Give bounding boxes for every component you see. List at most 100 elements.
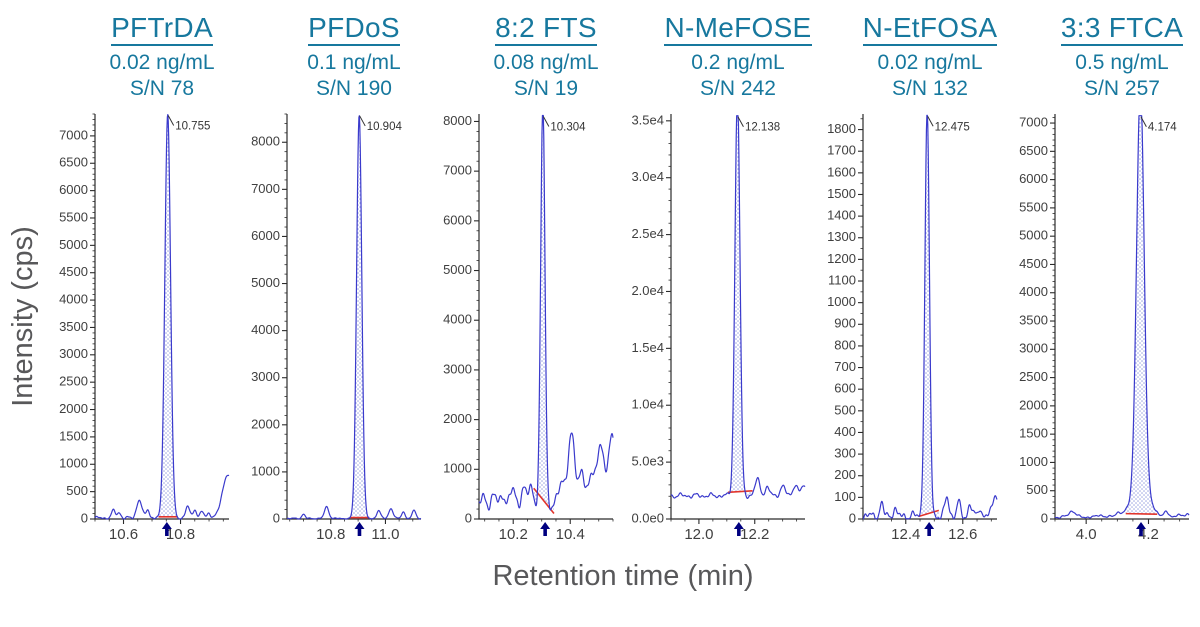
svg-text:8000: 8000 bbox=[443, 113, 472, 128]
svg-text:0: 0 bbox=[1041, 510, 1048, 525]
svg-text:3000: 3000 bbox=[251, 369, 280, 384]
svg-text:4500: 4500 bbox=[59, 264, 88, 279]
svg-text:5.0e3: 5.0e3 bbox=[631, 454, 664, 469]
svg-text:3000: 3000 bbox=[1019, 341, 1048, 356]
svg-text:4.2: 4.2 bbox=[1138, 526, 1159, 543]
svg-text:1700: 1700 bbox=[827, 143, 856, 158]
svg-text:5000: 5000 bbox=[59, 237, 88, 252]
panel-header: 3:3 FTCA 0.5 ng/mL S/N 257 bbox=[1006, 6, 1198, 104]
peak-retention-label: 10.755 bbox=[175, 121, 210, 133]
peak-retention-label: 10.304 bbox=[550, 121, 586, 133]
analyte-concentration: 0.1 ng/mL bbox=[307, 51, 401, 74]
chromatogram-chart: 0 100 200 300 400 500 600 700 800 900 1000 1100 1200… bbox=[827, 114, 998, 543]
svg-text:300: 300 bbox=[834, 446, 856, 461]
svg-text:7000: 7000 bbox=[251, 181, 280, 196]
svg-text:1.5e4: 1.5e4 bbox=[631, 340, 664, 355]
svg-text:3500: 3500 bbox=[1019, 312, 1048, 327]
figure-main: PFTrDA 0.02 ng/mL S/N 78 0 500 1000 1500 200… bbox=[46, 6, 1200, 627]
chromatogram-chart: 0 1000 2000 3000 4000 5000 6000 7000 8000 10.8 11.… bbox=[251, 113, 422, 543]
svg-text:7000: 7000 bbox=[1019, 114, 1048, 129]
svg-text:10.6: 10.6 bbox=[109, 526, 138, 543]
svg-text:500: 500 bbox=[66, 483, 88, 498]
svg-text:4000: 4000 bbox=[1019, 284, 1048, 299]
svg-text:2500: 2500 bbox=[59, 374, 88, 389]
chromatogram-chart: 0.0e0 5.0e3 1.0e4 1.5e4 2.0e4 2.5e4 3.0e4 3.5e4… bbox=[631, 112, 806, 543]
panels-row: PFTrDA 0.02 ng/mL S/N 78 0 500 1000 1500 200… bbox=[46, 6, 1200, 556]
svg-text:4000: 4000 bbox=[443, 312, 472, 327]
svg-text:600: 600 bbox=[834, 381, 856, 396]
peak-retention-label: 12.475 bbox=[935, 121, 970, 133]
svg-text:2.0e4: 2.0e4 bbox=[631, 283, 664, 298]
svg-text:6500: 6500 bbox=[59, 155, 88, 170]
svg-text:2500: 2500 bbox=[1019, 369, 1048, 384]
svg-text:1000: 1000 bbox=[443, 461, 472, 476]
svg-text:7000: 7000 bbox=[443, 163, 472, 178]
svg-text:2000: 2000 bbox=[251, 416, 280, 431]
svg-text:3000: 3000 bbox=[443, 361, 472, 376]
chromatogram-chart: 0 1000 2000 3000 4000 5000 6000 7000 8000 10.2 10.… bbox=[443, 113, 614, 543]
panel-header: 8:2 FTS 0.08 ng/mL S/N 19 bbox=[430, 6, 622, 104]
svg-text:700: 700 bbox=[834, 359, 856, 374]
svg-text:12.4: 12.4 bbox=[891, 526, 920, 543]
svg-text:2000: 2000 bbox=[1019, 397, 1048, 412]
svg-text:1800: 1800 bbox=[827, 121, 856, 136]
svg-text:10.4: 10.4 bbox=[556, 526, 585, 543]
chromatogram-panel: N-EtFOSA 0.02 ng/mL S/N 132 0 100 200 300 40… bbox=[814, 6, 1006, 556]
svg-text:5000: 5000 bbox=[251, 275, 280, 290]
panel-header: N-MeFOSE 0.2 ng/mL S/N 242 bbox=[622, 6, 814, 104]
svg-text:0: 0 bbox=[465, 510, 472, 525]
svg-text:1500: 1500 bbox=[827, 186, 856, 201]
svg-text:7000: 7000 bbox=[59, 127, 88, 142]
chromatogram-panel: 8:2 FTS 0.08 ng/mL S/N 19 0 1000 2000 3000 4… bbox=[430, 6, 622, 556]
svg-text:2.5e4: 2.5e4 bbox=[631, 226, 664, 241]
analyte-name: N-MeFOSE bbox=[662, 12, 814, 46]
svg-text:0: 0 bbox=[849, 510, 856, 525]
svg-text:500: 500 bbox=[834, 402, 856, 417]
chromatogram-panel: PFTrDA 0.02 ng/mL S/N 78 0 500 1000 1500 200… bbox=[46, 6, 238, 556]
svg-text:1.0e4: 1.0e4 bbox=[631, 397, 664, 412]
svg-text:1100: 1100 bbox=[828, 272, 856, 287]
svg-text:1400: 1400 bbox=[827, 208, 856, 223]
svg-text:12.0: 12.0 bbox=[684, 526, 713, 543]
svg-text:2000: 2000 bbox=[443, 411, 472, 426]
svg-text:12.2: 12.2 bbox=[740, 526, 769, 543]
peak-retention-label: 4.174 bbox=[1148, 122, 1177, 134]
svg-text:1500: 1500 bbox=[59, 428, 88, 443]
svg-text:0: 0 bbox=[81, 510, 88, 525]
analyte-name: N-EtFOSA bbox=[854, 12, 1006, 46]
chromatogram-chart: 0 500 1000 1500 2000 2500 3000 3500 4000 4500 5000… bbox=[1019, 114, 1190, 543]
svg-text:1000: 1000 bbox=[1019, 454, 1048, 469]
svg-text:4000: 4000 bbox=[251, 322, 280, 337]
svg-text:5500: 5500 bbox=[1019, 199, 1048, 214]
analyte-concentration: 0.2 ng/mL bbox=[691, 51, 785, 74]
svg-text:100: 100 bbox=[834, 489, 856, 504]
peak-retention-label: 12.138 bbox=[745, 122, 780, 134]
svg-text:0: 0 bbox=[273, 510, 280, 525]
panel-header: PFDoS 0.1 ng/mL S/N 190 bbox=[238, 6, 430, 104]
svg-text:900: 900 bbox=[834, 316, 856, 331]
svg-text:3500: 3500 bbox=[59, 319, 88, 334]
svg-text:3.5e4: 3.5e4 bbox=[631, 112, 664, 127]
svg-text:2000: 2000 bbox=[59, 401, 88, 416]
signal-to-noise: S/N 257 bbox=[1084, 77, 1160, 100]
panel-header: PFTrDA 0.02 ng/mL S/N 78 bbox=[46, 6, 238, 104]
signal-to-noise: S/N 132 bbox=[892, 77, 968, 100]
svg-text:10.8: 10.8 bbox=[166, 526, 195, 543]
svg-text:11.0: 11.0 bbox=[371, 526, 399, 543]
svg-text:10.2: 10.2 bbox=[499, 526, 528, 543]
signal-to-noise: S/N 19 bbox=[513, 77, 579, 100]
svg-text:1200: 1200 bbox=[827, 251, 856, 266]
analyte-name: PFDoS bbox=[278, 12, 430, 46]
analyte-concentration: 0.02 ng/mL bbox=[109, 51, 215, 74]
svg-text:1000: 1000 bbox=[251, 463, 280, 478]
signal-to-noise: S/N 190 bbox=[316, 77, 392, 100]
svg-text:1000: 1000 bbox=[827, 294, 856, 309]
x-axis-title: Retention time (min) bbox=[492, 560, 754, 592]
svg-text:5000: 5000 bbox=[1019, 228, 1048, 243]
svg-text:400: 400 bbox=[834, 424, 856, 439]
svg-text:4000: 4000 bbox=[59, 292, 88, 307]
svg-text:200: 200 bbox=[834, 467, 856, 482]
svg-text:1600: 1600 bbox=[827, 164, 856, 179]
svg-text:3.0e4: 3.0e4 bbox=[631, 169, 664, 184]
analyte-name: 3:3 FTCA bbox=[1046, 12, 1198, 46]
